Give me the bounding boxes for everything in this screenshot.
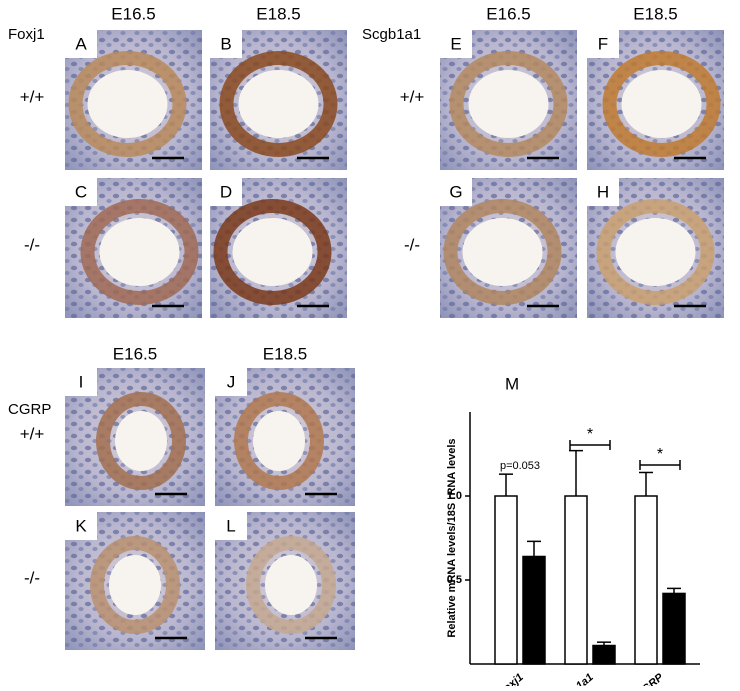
- micrograph: [440, 178, 577, 318]
- column-header: E16.5: [113, 344, 157, 363]
- letter-box: [440, 178, 472, 206]
- x-tick-label: Scgb1a1: [553, 671, 595, 686]
- letter-box: [215, 368, 247, 396]
- panel-letter: K: [75, 516, 87, 535]
- lumen: [232, 218, 313, 286]
- x-tick-label: CGRP: [634, 671, 667, 686]
- epithelium: [596, 199, 715, 305]
- epithelium: [80, 199, 199, 305]
- row-label: +/+: [400, 87, 425, 106]
- panel-letter: J: [227, 372, 236, 391]
- epithelium: [96, 392, 186, 490]
- letter-box: [210, 30, 242, 58]
- letter-box: [65, 30, 97, 58]
- epithelium: [234, 392, 324, 490]
- lumen: [109, 555, 161, 615]
- micrograph: [65, 368, 205, 506]
- panel-letter: G: [449, 182, 462, 201]
- lumen: [462, 218, 543, 286]
- panel-letter: H: [597, 182, 609, 201]
- letter-box: [65, 512, 97, 540]
- lumen: [99, 218, 180, 286]
- letter-box: [440, 30, 472, 58]
- row-label: +/+: [20, 424, 45, 443]
- micrograph: [587, 178, 724, 318]
- panel-letter: A: [75, 34, 87, 53]
- bar: [522, 555, 546, 665]
- lumen: [615, 218, 696, 286]
- micrograph: [65, 512, 205, 650]
- panel-letter: C: [75, 182, 87, 201]
- bar: [494, 495, 518, 665]
- panel-letter: M: [505, 374, 519, 393]
- significance-star: *: [587, 426, 593, 443]
- lumen: [115, 411, 167, 471]
- y-tick-label: 1.0: [447, 490, 462, 502]
- group-label: Foxj1: [8, 26, 45, 43]
- panel-letter: E: [450, 34, 461, 53]
- x-tick-label: Foxj1: [496, 671, 526, 686]
- column-header: E16.5: [111, 4, 155, 23]
- epithelium: [68, 51, 187, 157]
- column-header: E18.5: [263, 344, 307, 363]
- epithelium: [449, 51, 568, 157]
- panel-letter: L: [226, 516, 235, 535]
- epithelium: [219, 51, 338, 157]
- bar: [564, 495, 588, 665]
- column-header: E16.5: [486, 4, 530, 23]
- lumen: [238, 70, 319, 138]
- bar-chart: M Relative mRNA levels/18S rRNA levels0.5…: [446, 374, 700, 691]
- letter-box: [587, 30, 619, 58]
- row-label: -/-: [24, 235, 40, 254]
- significance-star: *: [657, 446, 663, 463]
- panel-letter: F: [598, 34, 608, 53]
- panels: Foxj1 E16.5 E18.5 +/+ -/- A B C D Scgb1a1 E16.5 E18…: [8, 4, 724, 650]
- lumen: [265, 555, 317, 615]
- micrograph: [215, 512, 355, 650]
- row-label: -/-: [24, 568, 40, 587]
- letter-box: [587, 178, 619, 206]
- bar: [634, 495, 658, 665]
- letter-box: [215, 512, 247, 540]
- epithelium: [213, 199, 332, 305]
- panel-letter: B: [220, 34, 231, 53]
- y-tick-label: 0.5: [447, 574, 462, 586]
- micrograph: [440, 30, 577, 170]
- epithelium: [602, 51, 721, 157]
- micrograph: [210, 30, 347, 170]
- lumen: [87, 70, 168, 138]
- micrograph: [210, 178, 347, 318]
- lumen: [621, 70, 702, 138]
- letter-box: [210, 178, 242, 206]
- epithelium: [246, 536, 336, 634]
- column-header: E18.5: [633, 4, 677, 23]
- letter-box: [65, 368, 97, 396]
- row-label: -/-: [404, 235, 420, 254]
- epithelium: [90, 536, 180, 634]
- annotation: p=0.053: [500, 460, 540, 472]
- micrograph: [65, 178, 202, 318]
- bar: [592, 644, 616, 665]
- micrograph: [587, 30, 724, 170]
- lumen: [468, 70, 549, 138]
- micrograph: [215, 368, 355, 506]
- letter-box: [65, 178, 97, 206]
- column-header: E18.5: [256, 4, 300, 23]
- row-label: +/+: [20, 87, 45, 106]
- micrograph: [65, 30, 202, 170]
- group-label: CGRP: [8, 401, 51, 418]
- group-label: Scgb1a1: [362, 26, 421, 43]
- panel-letter: D: [220, 182, 232, 201]
- panel-letter: I: [79, 372, 84, 391]
- y-axis-label: Relative mRNA levels/18S rRNA levels: [446, 438, 458, 637]
- lumen: [253, 411, 305, 471]
- epithelium: [443, 199, 562, 305]
- bar: [662, 592, 686, 665]
